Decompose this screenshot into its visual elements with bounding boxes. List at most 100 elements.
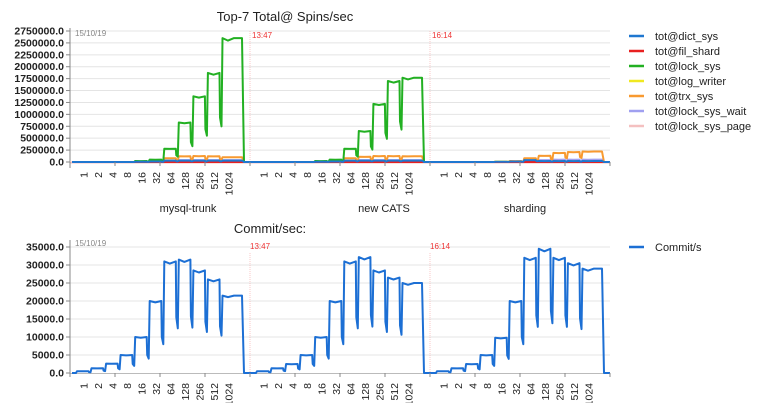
series-line-Commit-s xyxy=(72,247,610,374)
x-tick-label: 2 xyxy=(93,172,105,178)
y-tick-label: 30000.0 xyxy=(26,260,64,272)
section-label-new-cats: new CATS xyxy=(358,203,410,215)
x-tick-label: 2 xyxy=(93,383,105,389)
spins-chart-marker-1614: 16:14 xyxy=(432,31,453,40)
section-label-mysql-trunk: mysql-trunk xyxy=(160,203,217,215)
x-tick-label: 1024 xyxy=(224,172,236,196)
legend-label: tot@dict_sys xyxy=(655,31,719,43)
x-tick-label: 16 xyxy=(316,383,328,395)
x-tick-label: 1024 xyxy=(404,383,416,403)
commits-chart-series xyxy=(72,247,610,374)
x-tick-label: 1 xyxy=(78,172,90,178)
y-tick-label: 1500000.0 xyxy=(14,85,64,97)
x-tick-label: 2 xyxy=(273,383,285,389)
x-tick-label: 4 xyxy=(107,383,119,389)
x-tick-label: 128 xyxy=(540,172,552,190)
spins-chart-gridlines xyxy=(70,30,610,151)
y-tick-label: 1250000.0 xyxy=(14,97,64,109)
x-tick-label: 256 xyxy=(195,383,207,401)
x-tick-label: 2 xyxy=(453,383,465,389)
x-tick-label: 512 xyxy=(209,383,221,401)
x-tick-label: 2 xyxy=(273,172,285,178)
x-tick-label: 4 xyxy=(467,172,479,178)
x-tick-label: 1 xyxy=(258,172,270,178)
x-tick-label: 4 xyxy=(107,172,119,178)
spins-chart-y-axis: 0.0250000.0500000.0750000.01000000.01250… xyxy=(14,26,70,169)
x-tick-label: 32 xyxy=(151,172,163,184)
x-tick-label: 1024 xyxy=(404,172,416,196)
x-tick-label: 4 xyxy=(467,383,479,389)
x-tick-label: 1024 xyxy=(584,172,596,196)
x-tick-label: 64 xyxy=(346,172,358,184)
x-tick-label: 1024 xyxy=(224,383,236,403)
spins-chart-title: Top-7 Total@ Spins/sec xyxy=(217,9,354,24)
x-tick-label: 512 xyxy=(389,172,401,190)
legend-label: tot@lock_sys_wait xyxy=(655,106,746,118)
x-tick-label: 16 xyxy=(136,383,148,395)
x-tick-label: 1 xyxy=(438,172,450,178)
x-tick-label: 16 xyxy=(316,172,328,184)
legend-label: tot@log_writer xyxy=(655,76,726,88)
x-tick-label: 16 xyxy=(496,172,508,184)
series-line-tot-lock-sys xyxy=(72,37,610,163)
y-tick-label: 2750000.0 xyxy=(14,26,64,38)
x-tick-label: 256 xyxy=(555,383,567,401)
y-tick-label: 2250000.0 xyxy=(14,49,64,61)
x-tick-label: 32 xyxy=(511,172,523,184)
commits-chart-date-label: 15/10/19 xyxy=(75,239,107,248)
legend-label: tot@lock_sys_page xyxy=(655,121,751,133)
y-tick-label: 750000.0 xyxy=(20,121,64,133)
x-tick-label: 256 xyxy=(375,383,387,401)
commits-chart-legend: Commit/s xyxy=(629,242,702,254)
y-tick-label: 1750000.0 xyxy=(14,73,64,85)
y-tick-label: 500000.0 xyxy=(20,133,64,145)
y-tick-label: 2500000.0 xyxy=(14,37,64,49)
x-tick-label: 128 xyxy=(180,383,192,401)
x-tick-label: 128 xyxy=(540,383,552,401)
y-tick-label: 0.0 xyxy=(49,157,64,169)
y-tick-label: 35000.0 xyxy=(26,242,64,254)
spins-chart-date-label: 15/10/19 xyxy=(75,29,107,38)
x-tick-label: 1 xyxy=(438,383,450,389)
y-tick-label: 15000.0 xyxy=(26,314,64,326)
x-tick-label: 512 xyxy=(389,383,401,401)
x-tick-label: 8 xyxy=(482,172,494,178)
x-tick-label: 8 xyxy=(302,383,314,389)
x-tick-label: 64 xyxy=(346,383,358,395)
x-tick-label: 16 xyxy=(496,383,508,395)
x-tick-label: 64 xyxy=(166,383,178,395)
x-tick-label: 32 xyxy=(151,383,163,395)
y-tick-label: 250000.0 xyxy=(20,145,64,157)
commits-chart-marker-1614: 16:14 xyxy=(430,242,451,251)
y-tick-label: 5000.0 xyxy=(32,350,64,362)
x-tick-label: 64 xyxy=(166,172,178,184)
legend-label: Commit/s xyxy=(655,242,702,254)
x-tick-label: 4 xyxy=(287,383,299,389)
spins-chart-legend: tot@dict_sys tot@fil_shard tot@lock_systot… xyxy=(629,31,751,133)
legend-label: tot@trx_sys xyxy=(655,91,714,103)
x-tick-label: 32 xyxy=(331,383,343,395)
x-tick-label: 128 xyxy=(360,383,372,401)
x-tick-label: 256 xyxy=(375,172,387,190)
commits-chart-y-axis: 0.0 5000.0 10000.0 15000.0 20000.0 25000.0 300… xyxy=(26,242,70,380)
legend-label: tot@fil_shard xyxy=(655,46,720,58)
x-tick-label: 8 xyxy=(482,383,494,389)
y-tick-label: 2000000.0 xyxy=(14,61,64,73)
section-label-sharding: sharding xyxy=(504,203,546,215)
x-tick-label: 8 xyxy=(122,383,134,389)
x-tick-label: 128 xyxy=(360,172,372,190)
y-tick-label: 20000.0 xyxy=(26,296,64,308)
x-tick-label: 2 xyxy=(453,172,465,178)
y-tick-label: 25000.0 xyxy=(26,278,64,290)
legend-label: tot@lock_sys xyxy=(655,61,721,73)
x-tick-label: 8 xyxy=(302,172,314,178)
commits-chart-title: Commit/sec: xyxy=(234,221,306,236)
x-tick-label: 512 xyxy=(569,172,581,190)
y-tick-label: 0.0 xyxy=(49,368,64,380)
x-tick-label: 64 xyxy=(526,383,538,395)
x-tick-label: 16 xyxy=(136,172,148,184)
spins-chart-marker-1347: 13:47 xyxy=(252,31,273,40)
x-tick-label: 64 xyxy=(526,172,538,184)
x-tick-label: 4 xyxy=(287,172,299,178)
